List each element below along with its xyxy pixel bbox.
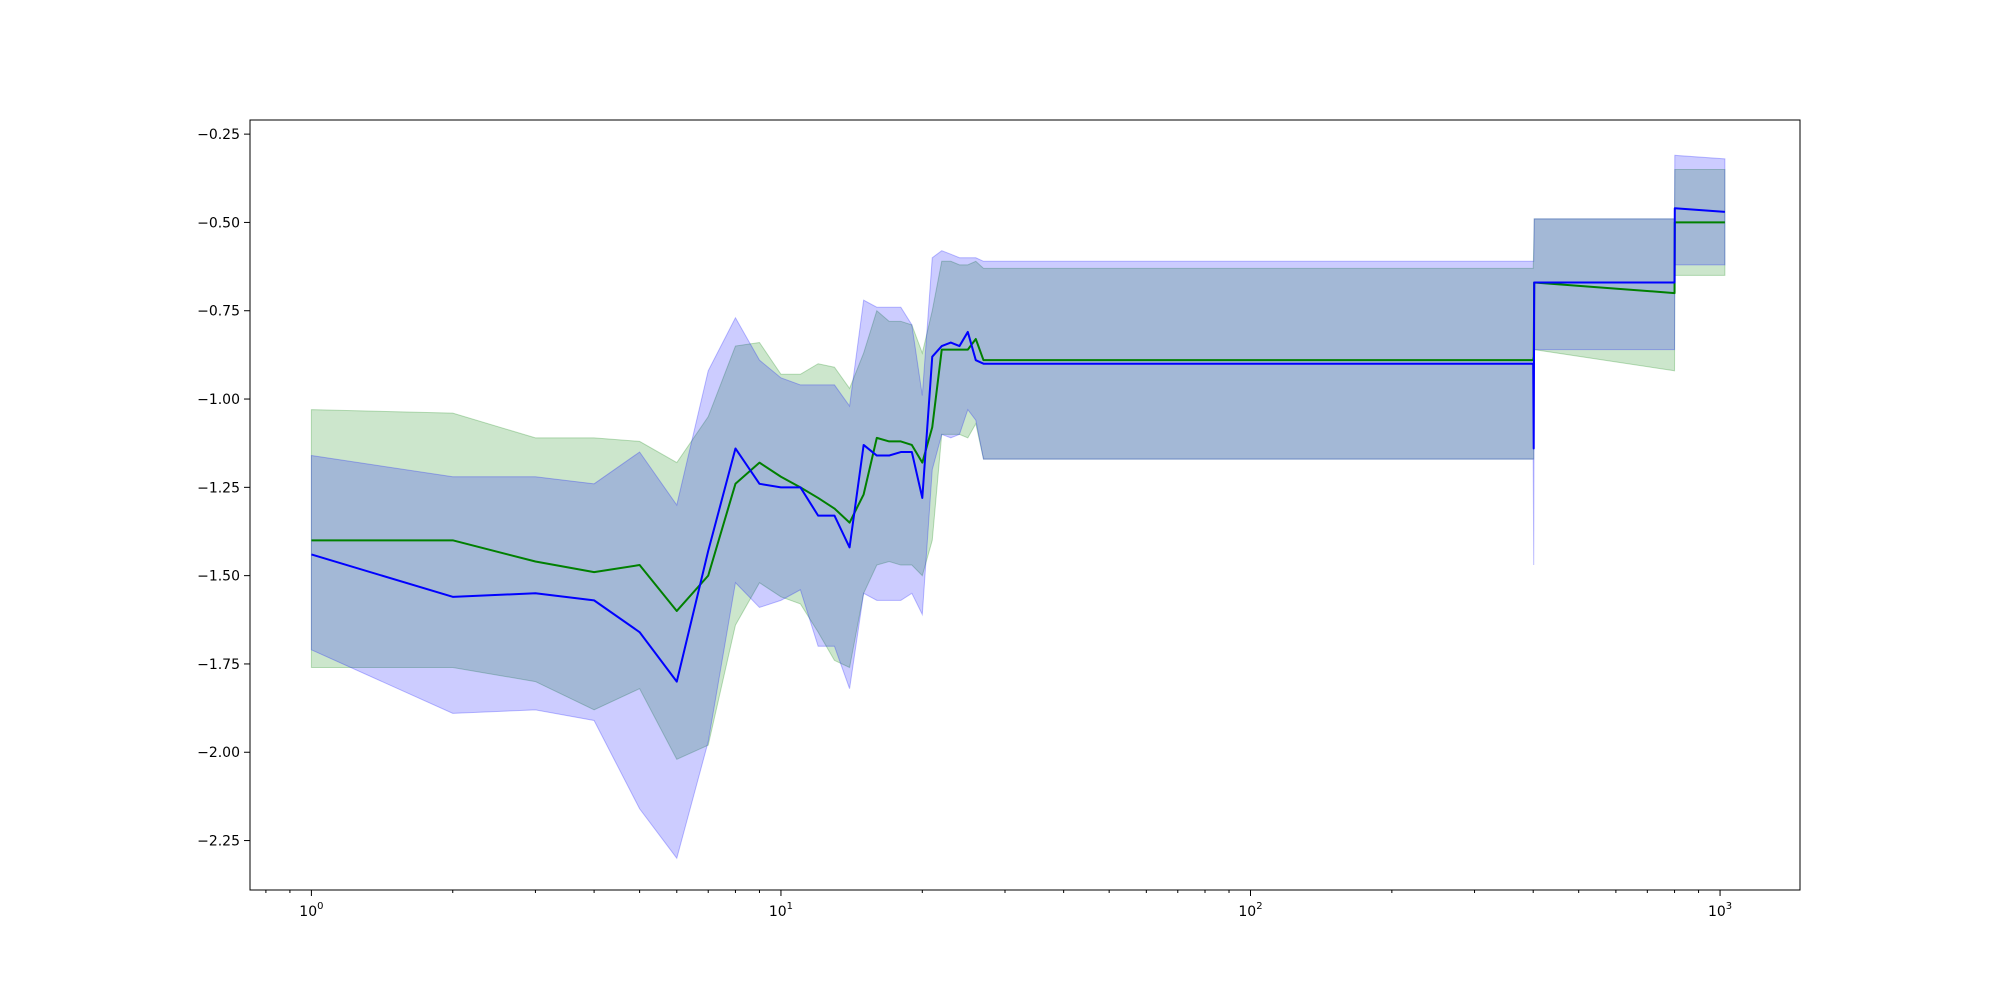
x-axis: 100 101 102 103: [265, 890, 1732, 920]
y-tick-label: −1.00: [197, 392, 240, 408]
y-axis: −2.25 −2.00 −1.75 −1.50 −1.25 −1.00 −0.75 −0.50…: [197, 127, 250, 850]
series-1-band: [310, 154, 1726, 860]
series-lines: [311, 207, 1725, 683]
y-tick-label: −0.75: [197, 304, 240, 320]
x-tick-label: 101: [769, 901, 793, 920]
x-tick-label: 103: [1708, 901, 1732, 920]
y-tick-label: −1.50: [197, 569, 240, 585]
series-1-line: [311, 207, 1725, 683]
x-tick-label: 102: [1238, 901, 1262, 920]
y-tick-label: −2.25: [197, 834, 240, 850]
series-0-line: [311, 221, 1725, 612]
y-tick-label: −2.00: [197, 745, 240, 761]
x-tick-label: 100: [299, 901, 323, 920]
y-tick-label: −0.50: [197, 215, 240, 231]
plot-frame: [249, 119, 1801, 891]
y-tick-label: −1.25: [197, 480, 240, 496]
series-0-band: [310, 168, 1726, 760]
y-tick-label: −1.75: [197, 657, 240, 673]
y-tick-label: −0.25: [197, 127, 240, 143]
confidence-bands: [310, 154, 1726, 860]
